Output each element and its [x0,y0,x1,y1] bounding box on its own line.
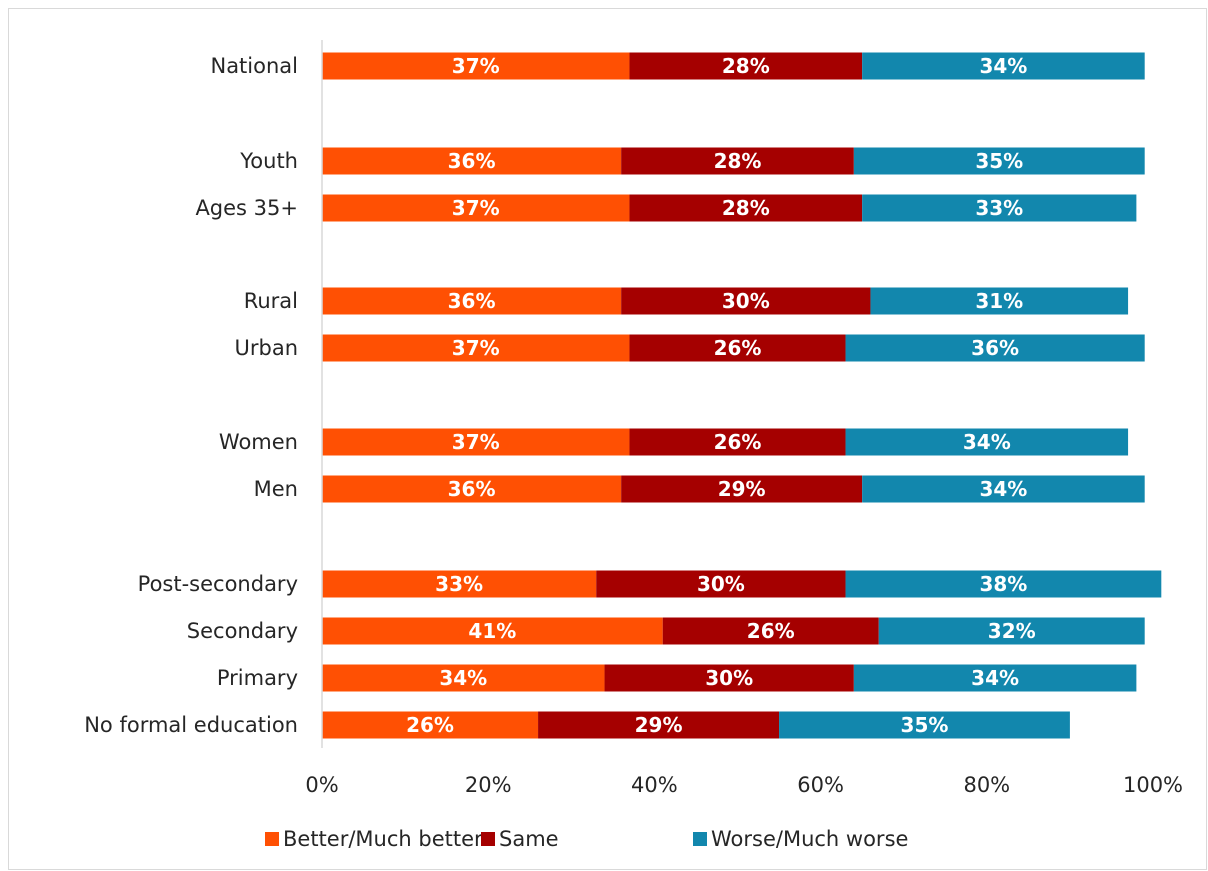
bar-segment [322,711,539,739]
data-label: 36% [971,336,1019,360]
bar-segment [322,147,622,175]
legend-label: Better/Much better [283,827,483,851]
data-label: 31% [975,289,1023,313]
category-label: National [210,54,298,78]
bar-segment [538,711,780,739]
bar-segment [596,570,846,598]
category-label: Women [219,430,298,454]
bar-segment [322,664,605,692]
data-label: 37% [452,54,500,78]
data-label: 37% [452,336,500,360]
x-tick-label: 20% [465,773,512,797]
bar-segment [604,664,854,692]
bar-segment [878,617,1145,645]
data-label: 41% [468,619,516,643]
data-label: 28% [722,196,770,220]
data-label: 36% [448,289,496,313]
category-labels: National Youth Ages 35+ Rural Urban Women Men P… [84,54,298,737]
data-label: 26% [747,619,795,643]
data-label: 34% [971,666,1019,690]
data-label: 30% [697,572,745,596]
bar-segment [845,334,1145,362]
data-label: 28% [722,54,770,78]
data-label: 34% [979,477,1027,501]
legend-swatch [693,832,707,846]
category-label: No formal education [84,713,298,737]
data-label: 28% [714,149,762,173]
data-label: 34% [963,430,1011,454]
data-label: 35% [975,149,1023,173]
data-label: 30% [705,666,753,690]
bar-segment [322,287,622,315]
category-label: Rural [244,289,298,313]
data-label: 30% [722,289,770,313]
x-tick-label: 40% [631,773,678,797]
bar-segment [870,287,1129,315]
bar-segment [845,428,1129,456]
bar-segment [629,334,846,362]
data-label: 36% [448,477,496,501]
x-tick-label: 100% [1123,773,1183,797]
bar-segment [629,194,863,222]
bar-segment [629,52,863,80]
bar-segment [322,194,630,222]
bar-segment [621,475,863,503]
bar-segment [862,194,1137,222]
legend-label: Worse/Much worse [711,827,908,851]
bar-segment [662,617,879,645]
data-label: 35% [901,713,949,737]
legend-swatch [481,832,495,846]
data-label: 34% [979,54,1027,78]
bars-group: 37% 28% 34% 36% 28% 35% 37% 28% 33% 36% 30% 31% 37% 2… [322,52,1162,739]
category-label: Urban [234,336,298,360]
data-label: 26% [714,430,762,454]
bar-segment [779,711,1070,739]
x-tick-label: 60% [797,773,844,797]
data-label: 34% [439,666,487,690]
category-label: Youth [239,149,298,173]
data-label: 33% [975,196,1023,220]
category-label: Men [254,477,298,501]
bar-segment [621,147,854,175]
bar-segment [322,617,663,645]
bar-segment [862,475,1145,503]
legend: Better/Much better Same Worse/Much worse [265,827,908,851]
bar-segment [322,334,630,362]
category-label: Secondary [187,619,298,643]
data-label: 26% [406,713,454,737]
legend-label: Same [499,827,559,851]
bar-segment [322,428,630,456]
category-label: Primary [217,666,298,690]
bar-segment [629,428,846,456]
x-tick-label: 0% [305,773,338,797]
data-label: 32% [988,619,1036,643]
bar-segment [862,52,1145,80]
bar-segment [853,664,1137,692]
data-label: 36% [448,149,496,173]
data-label: 29% [635,713,683,737]
bar-segment [621,287,871,315]
x-tick-labels: 0% 20% 40% 60% 80% 100% [305,773,1183,797]
data-label: 37% [452,430,500,454]
data-label: 26% [714,336,762,360]
category-label: Ages 35+ [195,196,298,220]
x-tick-label: 80% [963,773,1010,797]
bar-segment [322,570,597,598]
legend-swatch [265,832,279,846]
bar-segment [322,475,622,503]
data-label: 29% [718,477,766,501]
bar-segment [845,570,1162,598]
bar-segment [853,147,1145,175]
data-label: 37% [452,196,500,220]
category-label: Post-secondary [138,572,298,596]
data-label: 33% [435,572,483,596]
data-label: 38% [979,572,1027,596]
bar-segment [322,52,630,80]
